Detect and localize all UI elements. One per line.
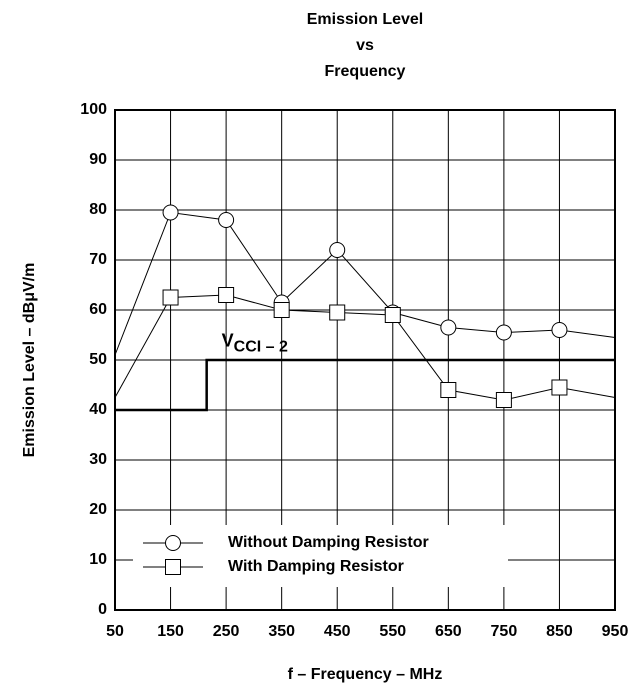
y-tick-label: 60 <box>89 301 107 318</box>
y-axis-label: Emission Level – dBμV/m <box>21 263 38 458</box>
y-tick-label: 100 <box>80 101 107 118</box>
x-tick-label: 250 <box>213 623 240 640</box>
y-tick-label: 10 <box>89 551 107 568</box>
limit-line <box>115 358 615 412</box>
y-tick-label: 90 <box>89 151 107 168</box>
x-tick-label: 650 <box>435 623 462 640</box>
marker <box>384 307 401 323</box>
marker <box>551 379 568 396</box>
marker <box>218 287 235 303</box>
y-tick-label: 50 <box>89 351 107 368</box>
legend-marker <box>165 559 181 575</box>
x-axis-label: f – Frequency – MHz <box>288 666 443 683</box>
y-tick-label: 30 <box>89 451 107 468</box>
series-line <box>114 211 616 356</box>
series-line <box>114 294 616 401</box>
x-tick-label: 750 <box>491 623 518 640</box>
marker <box>162 289 179 306</box>
marker <box>495 324 512 341</box>
marker <box>273 302 290 318</box>
y-tick-label: 0 <box>98 601 107 618</box>
marker <box>440 319 457 336</box>
chart-title: vs <box>356 37 374 54</box>
y-tick-label: 20 <box>89 501 107 518</box>
y-tick-label: 80 <box>89 201 107 218</box>
legend-label: Without Damping Resistor <box>228 534 429 551</box>
x-tick-label: 50 <box>106 623 124 640</box>
x-tick-label: 150 <box>157 623 184 640</box>
chart-title: Emission Level <box>307 11 424 28</box>
x-tick-label: 850 <box>546 623 573 640</box>
chart-title: Frequency <box>325 63 406 80</box>
y-tick-label: 70 <box>89 251 107 268</box>
annotation: VCCI – 2 <box>222 330 288 355</box>
annotation-text: V <box>222 330 234 350</box>
x-tick-label: 550 <box>379 623 406 640</box>
legend-box <box>133 525 508 587</box>
marker <box>551 322 568 338</box>
marker <box>440 382 457 398</box>
annotation-sub: CCI – 2 <box>234 339 288 356</box>
y-tick-label: 40 <box>89 401 107 418</box>
x-tick-label: 950 <box>602 623 629 640</box>
marker <box>495 392 512 408</box>
marker <box>162 204 179 221</box>
x-tick-label: 350 <box>268 623 295 640</box>
legend-label: With Damping Resistor <box>228 558 404 575</box>
legend-marker <box>165 535 181 551</box>
marker <box>329 304 346 321</box>
marker <box>218 212 235 228</box>
x-tick-label: 450 <box>324 623 351 640</box>
marker <box>329 242 346 258</box>
